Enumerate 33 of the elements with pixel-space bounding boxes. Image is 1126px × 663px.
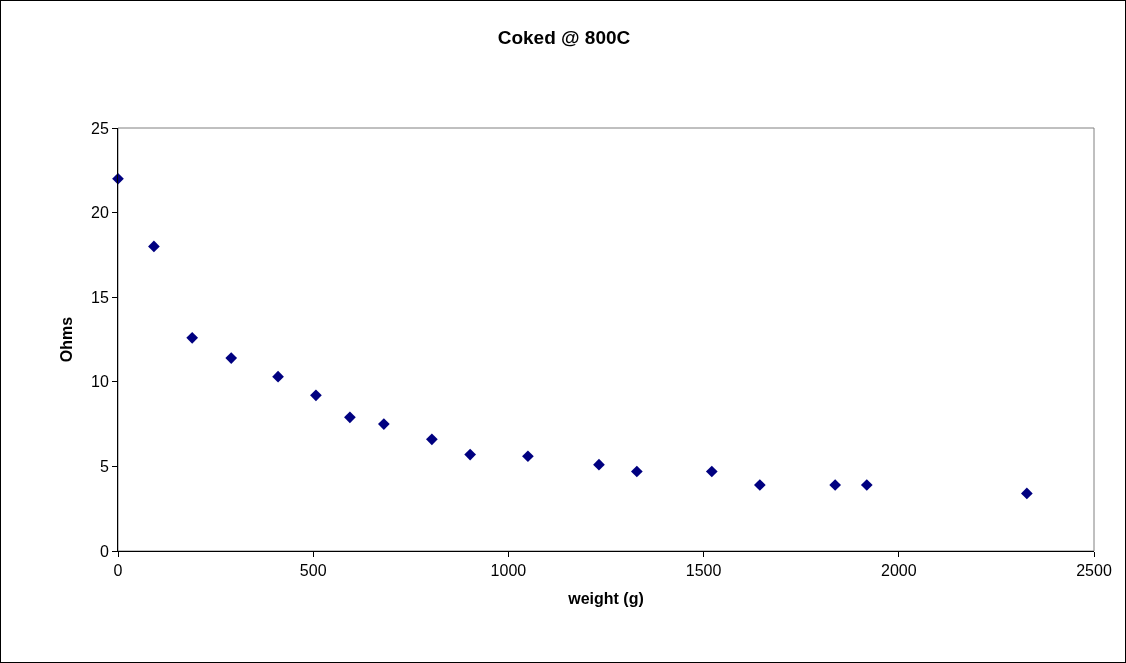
y-tick-label: 25 [91, 119, 109, 137]
y-tick-label: 20 [91, 204, 109, 222]
point [378, 418, 390, 430]
point [272, 370, 284, 383]
y-tick-label: 15 [91, 288, 109, 306]
point [860, 479, 873, 491]
y-tick-label: 10 [91, 373, 109, 391]
point [225, 352, 238, 364]
x-axis-title: weight (g) [567, 589, 644, 607]
point [112, 172, 124, 185]
point [344, 411, 356, 424]
x-tick-label: 2500 [1076, 562, 1112, 580]
y-tick-label: 5 [99, 458, 109, 475]
point [1021, 487, 1033, 500]
y-tick-label: 0 [99, 542, 109, 560]
point [630, 465, 643, 478]
y-axis-title: Ohms [57, 316, 75, 363]
point [829, 479, 842, 491]
point [705, 465, 718, 478]
x-tick-label: 1500 [685, 562, 722, 580]
x-tick-label: 0 [113, 562, 123, 580]
x-tick-label: 2000 [881, 562, 917, 580]
point [522, 450, 534, 463]
x-tick-label: 1000 [490, 562, 527, 580]
point [186, 331, 199, 344]
point [310, 389, 322, 402]
point [426, 433, 438, 446]
chart-title: Coked @ 800C [497, 27, 631, 49]
x-tick-label: 500 [299, 562, 327, 580]
point [148, 240, 160, 253]
point [593, 458, 605, 471]
point [464, 448, 476, 461]
point [753, 479, 766, 491]
